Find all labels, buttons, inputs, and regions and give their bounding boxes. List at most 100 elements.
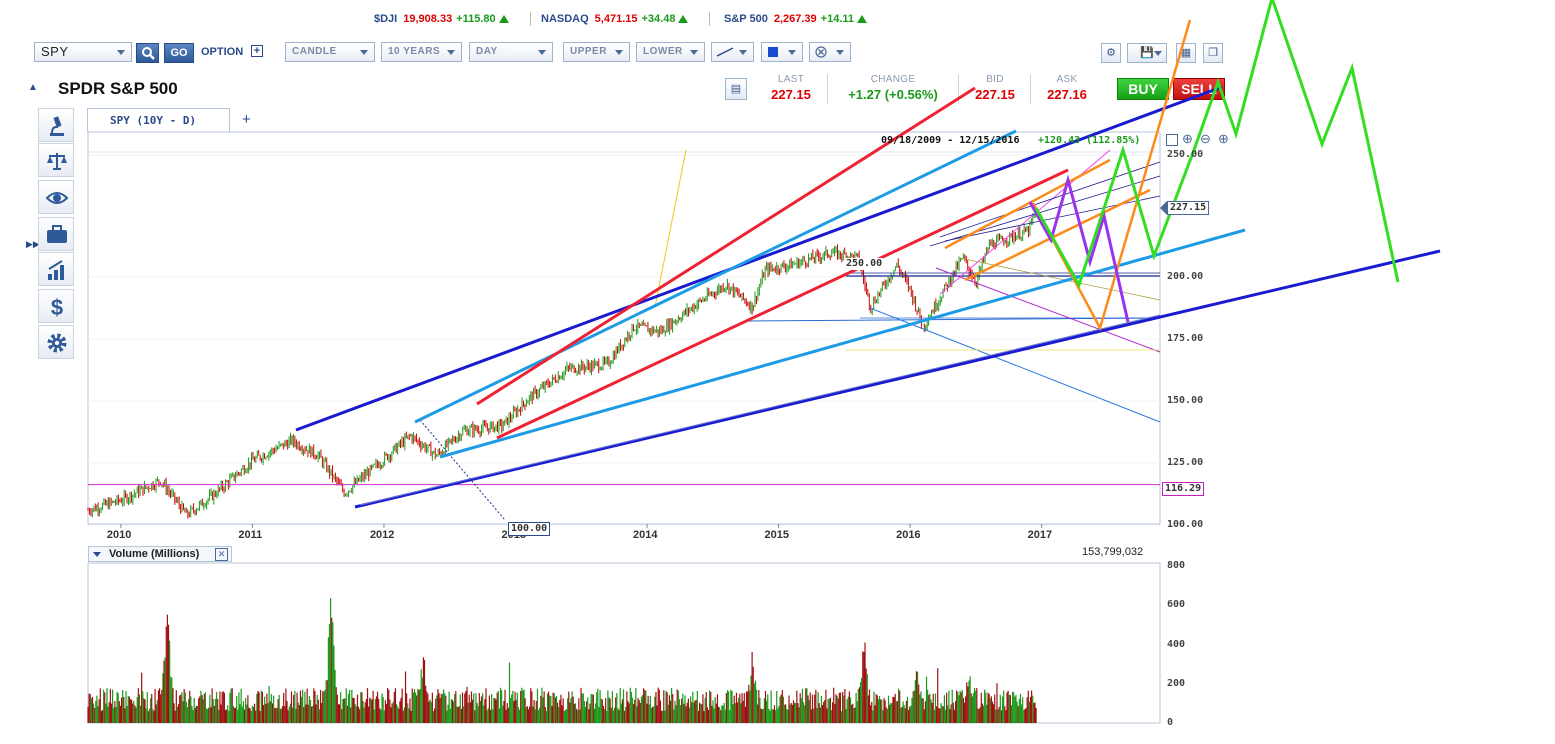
price-change: CHANGE +1.27 (+0.56%) (848, 74, 938, 102)
chevron-down-icon (447, 50, 455, 55)
x-tick-label: 2012 (369, 529, 395, 541)
plus-icon[interactable]: + (251, 45, 263, 57)
microscope-icon (50, 116, 64, 136)
zoom-out-icon[interactable]: ⊖ (1200, 131, 1211, 146)
color-select[interactable] (761, 42, 803, 62)
trendline-orange (944, 158, 1111, 250)
volume-latest: 153,799,032 (1082, 546, 1144, 558)
range-change: +120.43 (112.85%) (1038, 135, 1141, 146)
projection-green (1034, 0, 1400, 289)
gear-icon (47, 333, 67, 353)
buy-button[interactable]: BUY (1117, 78, 1169, 100)
last-price: LAST 227.15 (771, 74, 811, 102)
trendline-blue-lower (354, 249, 1441, 509)
y-tick-label: 100.00 (1167, 519, 1204, 530)
bid-price: BID 227.15 (975, 74, 1015, 102)
chevron-down-icon (360, 50, 368, 55)
sidebar-research[interactable] (38, 108, 74, 142)
y-tick-label: 200.00 (1167, 271, 1204, 282)
ticker-nasdaq[interactable]: NASDAQ 5,471.15 +34.48 (541, 13, 689, 25)
up-arrow-icon (678, 15, 689, 23)
trendline-blue-upper (295, 85, 1223, 432)
lower-study-select[interactable]: LOWER (636, 42, 705, 62)
sidebar-compare[interactable] (38, 143, 74, 177)
low-marker: 100.00 (508, 522, 551, 536)
divider (958, 74, 959, 104)
trendline (935, 267, 1161, 353)
draw-line-select[interactable] (711, 42, 754, 62)
volume-header: Volume (Millions) ✕ (88, 546, 232, 562)
quote-details-button[interactable]: ▤ (725, 78, 747, 100)
chevron-down-icon (739, 50, 747, 55)
zoom-reset-icon[interactable]: ⊕ (1218, 131, 1229, 146)
add-tab-button[interactable]: + (242, 111, 251, 128)
save-icon: 💾 (1140, 47, 1154, 59)
divider (1030, 74, 1031, 104)
up-arrow-icon (498, 15, 509, 23)
trendline-red-lower (496, 168, 1069, 440)
go-button[interactable]: GO (164, 43, 194, 63)
search-icon (141, 47, 155, 60)
trendline (419, 419, 506, 521)
sidebar-settings[interactable] (38, 325, 74, 359)
collapse-icon[interactable]: ▲ (28, 82, 38, 93)
delete-drawing-select[interactable] (809, 42, 851, 62)
x-tick-label: 2011 (238, 529, 263, 541)
sidebar-trade[interactable]: $ (38, 289, 74, 323)
upper-study-select[interactable]: UPPER (563, 42, 630, 62)
level-marker: 116.29 (1162, 482, 1205, 496)
zoom-in-icon[interactable]: ⊕ (1182, 131, 1193, 146)
divider (530, 12, 531, 26)
interval-select[interactable]: DAY (469, 42, 553, 62)
settings-button[interactable]: ⚙ (1101, 43, 1121, 63)
chevron-down-icon (538, 50, 546, 55)
volume-tick-label: 600 (1167, 599, 1186, 611)
trendline (869, 307, 1161, 423)
x-tick-label: 2010 (106, 529, 132, 541)
trendline-red-upper (476, 86, 976, 406)
security-name: SPDR S&P 500 (58, 79, 178, 98)
search-button[interactable] (136, 43, 159, 63)
volume-tick-label: 400 (1167, 638, 1186, 650)
sidebar-performance[interactable] (38, 252, 74, 286)
trendline (939, 161, 1161, 238)
close-icon[interactable]: ✕ (215, 548, 228, 561)
chevron-down-icon (690, 50, 698, 55)
chevron-down-icon[interactable] (93, 552, 101, 557)
trendline (929, 175, 1161, 247)
tab-spy[interactable]: SPY (10Y - D) (87, 108, 230, 132)
ticker-dji[interactable]: $DJI 19,908.33 +115.80 (374, 13, 509, 25)
line-tool-icon (716, 47, 734, 57)
chevron-down-icon (1154, 51, 1162, 56)
settings-icon: ⚙ (1106, 47, 1116, 59)
ticker-sp500[interactable]: S&P 500 2,267.39 +14.11 (724, 13, 867, 25)
chevron-down-icon (615, 50, 623, 55)
mid-marker: 250.00 (845, 258, 884, 270)
sidebar-watch[interactable] (38, 180, 74, 214)
briefcase-icon (47, 225, 67, 243)
range-select[interactable]: 10 YEARS (381, 42, 462, 62)
eye-icon (46, 192, 68, 204)
option-label[interactable]: OPTION (201, 46, 244, 58)
save-button[interactable]: 💾 (1127, 43, 1167, 63)
svg-text:$: $ (51, 296, 63, 318)
trendline-lightblue-upper (414, 129, 1017, 424)
chevron-down-icon (788, 50, 796, 55)
up-arrow-icon (857, 15, 867, 23)
ask-price: ASK 227.16 (1047, 74, 1087, 102)
scale-icon (47, 153, 67, 170)
trendline (959, 257, 1161, 301)
popout-button[interactable]: ❐ (1203, 43, 1223, 63)
trendline-lightblue-lower (439, 228, 1246, 459)
last-price-marker: 227.15 (1160, 201, 1210, 215)
trendline (654, 149, 687, 308)
sidebar-portfolio[interactable] (38, 217, 74, 251)
divider (827, 74, 828, 104)
projection-purple (1028, 174, 1130, 323)
chart-type-select[interactable]: CANDLE (285, 42, 375, 62)
expand-sidebar-icon[interactable]: ▶▶ (26, 239, 40, 249)
fit-icon[interactable] (1166, 134, 1178, 146)
volume-tick-label: 0 (1167, 717, 1174, 728)
symbol-select[interactable]: SPY (34, 42, 132, 62)
